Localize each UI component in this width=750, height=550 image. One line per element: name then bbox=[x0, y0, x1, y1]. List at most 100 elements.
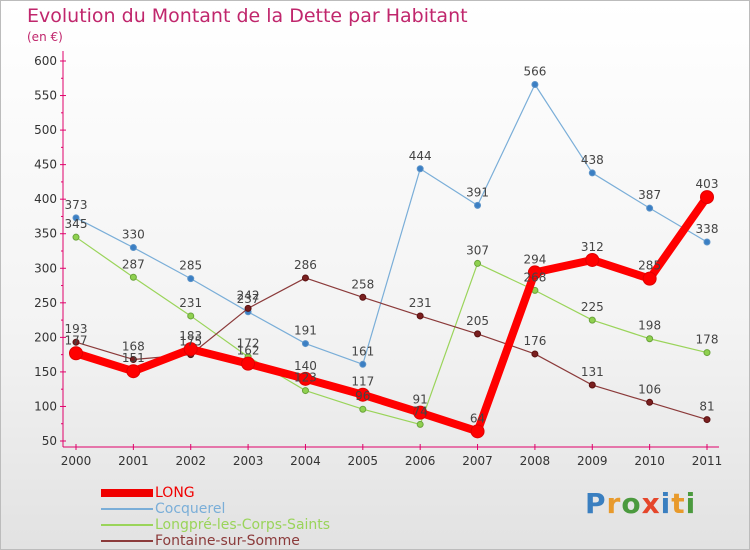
proxiti-logo: Proxiti bbox=[585, 487, 696, 520]
data-point bbox=[416, 165, 424, 173]
chart-title: Evolution du Montant de la Dette par Hab… bbox=[27, 5, 468, 27]
series-line-cocquerel bbox=[75, 83, 708, 365]
y-tick-label: 200 bbox=[34, 330, 57, 344]
data-point bbox=[129, 244, 137, 252]
data-label: 307 bbox=[466, 243, 489, 257]
data-point bbox=[646, 398, 654, 406]
y-tick-label: 500 bbox=[34, 123, 57, 137]
data-label: 193 bbox=[65, 322, 88, 336]
chart-unit-label: (en €) bbox=[27, 30, 63, 44]
data-label: 123 bbox=[294, 371, 317, 385]
data-label: 91 bbox=[413, 393, 428, 407]
data-label: 285 bbox=[179, 259, 202, 273]
legend-label: Cocquerel bbox=[155, 501, 226, 517]
data-point bbox=[527, 265, 542, 280]
data-label: 64 bbox=[470, 411, 485, 425]
legend-label: LONG bbox=[155, 485, 195, 501]
x-tick-label: 2006 bbox=[405, 454, 436, 468]
x-tick-label: 2003 bbox=[233, 454, 264, 468]
legend-swatch bbox=[101, 540, 153, 542]
x-tick-label: 2009 bbox=[577, 454, 608, 468]
data-label: 176 bbox=[523, 334, 546, 348]
data-point bbox=[474, 330, 482, 338]
data-label: 231 bbox=[409, 296, 432, 310]
data-label: 175 bbox=[179, 335, 202, 349]
data-point bbox=[129, 355, 137, 363]
data-label: 391 bbox=[466, 185, 489, 199]
data-label: 205 bbox=[466, 314, 489, 328]
data-label: 183 bbox=[179, 329, 202, 343]
logo-letter: o bbox=[621, 487, 642, 520]
x-tick-label: 2005 bbox=[348, 454, 379, 468]
y-tick-label: 150 bbox=[34, 365, 57, 379]
data-label: 387 bbox=[638, 188, 661, 202]
legend-swatch bbox=[101, 524, 153, 526]
logo-letter: r bbox=[606, 487, 622, 520]
data-point bbox=[359, 293, 367, 301]
data-label: 438 bbox=[581, 153, 604, 167]
data-point bbox=[531, 350, 539, 358]
y-tick-label: 300 bbox=[34, 261, 57, 275]
x-tick-label: 2002 bbox=[175, 454, 206, 468]
x-tick-label: 2004 bbox=[290, 454, 321, 468]
data-point bbox=[703, 416, 711, 424]
data-label: 237 bbox=[237, 292, 260, 306]
data-point bbox=[470, 424, 485, 439]
data-point bbox=[585, 252, 600, 267]
data-label: 178 bbox=[696, 333, 719, 347]
data-point bbox=[416, 312, 424, 320]
series-line-fontaine-sur-somme bbox=[75, 277, 708, 421]
logo-letter: i bbox=[660, 487, 672, 520]
data-point bbox=[183, 342, 198, 357]
data-point bbox=[588, 316, 596, 324]
data-label: 198 bbox=[638, 319, 661, 333]
legend-label: Longpré-les-Corps-Saints bbox=[155, 517, 331, 533]
y-tick-label: 450 bbox=[34, 158, 57, 172]
data-point bbox=[126, 364, 141, 379]
data-label: 287 bbox=[122, 257, 145, 271]
y-tick-label: 250 bbox=[34, 296, 57, 310]
y-tick-label: 550 bbox=[34, 89, 57, 103]
x-tick-label: 2011 bbox=[692, 454, 723, 468]
data-point bbox=[69, 346, 83, 361]
data-label: 285 bbox=[638, 259, 661, 273]
data-label: 258 bbox=[351, 277, 374, 291]
data-point bbox=[187, 312, 195, 320]
data-point bbox=[301, 274, 309, 282]
data-point bbox=[72, 214, 80, 222]
data-point bbox=[301, 387, 309, 395]
y-tick-label: 600 bbox=[34, 54, 57, 68]
logo-letter: x bbox=[641, 487, 661, 520]
data-point bbox=[646, 204, 654, 212]
data-label: 373 bbox=[65, 198, 88, 212]
y-tick-label: 400 bbox=[34, 192, 57, 206]
logo-letter: i bbox=[685, 487, 697, 520]
data-point bbox=[642, 271, 657, 286]
data-point bbox=[359, 405, 367, 413]
data-label: 151 bbox=[122, 351, 145, 365]
data-label: 117 bbox=[351, 375, 374, 389]
data-point bbox=[241, 356, 256, 371]
x-tick-label: 2001 bbox=[118, 454, 149, 468]
data-point bbox=[359, 360, 367, 368]
data-label: 96 bbox=[355, 389, 370, 403]
x-tick-label: 2008 bbox=[520, 454, 551, 468]
data-point bbox=[588, 381, 596, 389]
data-label: 242 bbox=[237, 288, 260, 302]
series-line-longpr-les-corps-saints bbox=[75, 236, 708, 426]
data-point bbox=[474, 259, 482, 267]
legend-swatch bbox=[101, 508, 153, 510]
data-label: 172 bbox=[237, 337, 260, 351]
data-label: 231 bbox=[179, 296, 202, 310]
data-label: 403 bbox=[696, 177, 719, 191]
data-point bbox=[413, 405, 428, 420]
data-point bbox=[531, 80, 539, 88]
data-label: 268 bbox=[523, 270, 546, 284]
data-label: 161 bbox=[351, 344, 374, 358]
data-label: 168 bbox=[122, 339, 145, 353]
data-point bbox=[244, 304, 252, 312]
data-point bbox=[646, 335, 654, 343]
data-point bbox=[416, 420, 424, 428]
data-label: 177 bbox=[65, 333, 88, 347]
